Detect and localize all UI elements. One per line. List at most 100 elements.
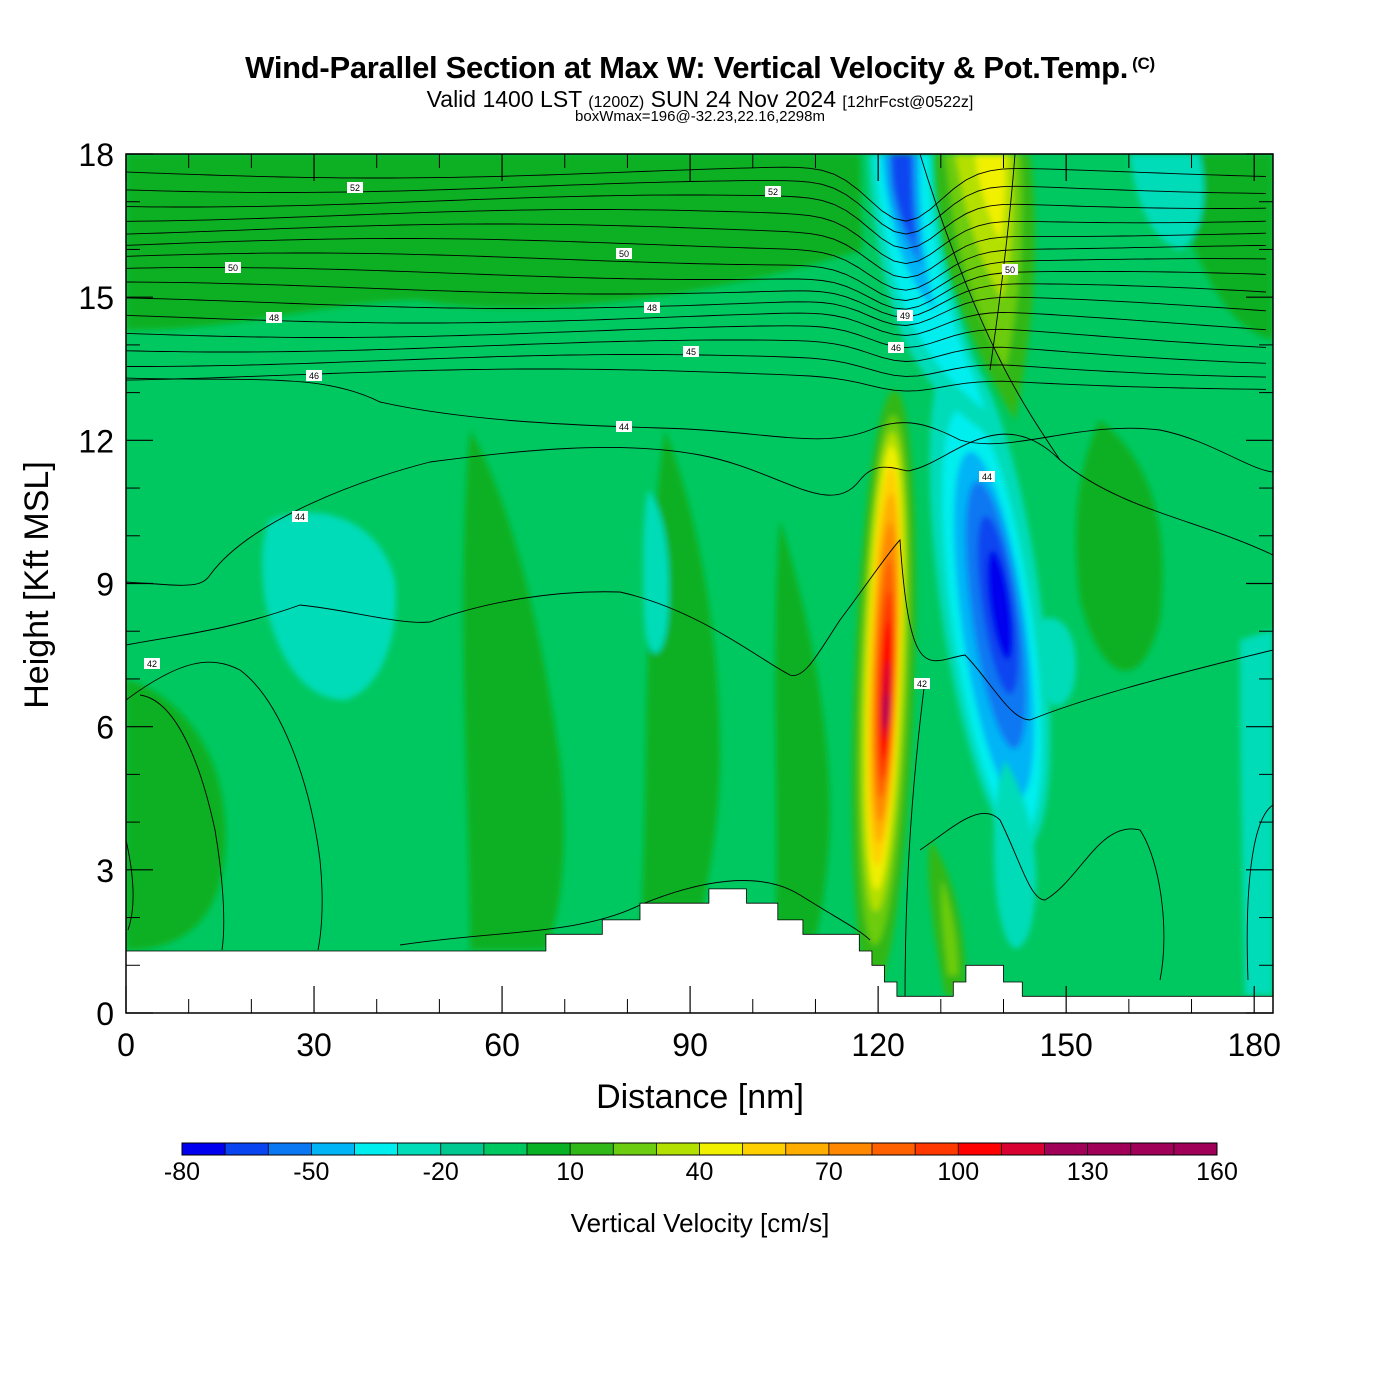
svg-text:46: 46 bbox=[309, 371, 319, 381]
theta-contours bbox=[126, 154, 1273, 1001]
x-axis-title: Distance [nm] bbox=[596, 1078, 804, 1116]
colorbar-swatch bbox=[656, 1143, 700, 1155]
theta-contour bbox=[919, 813, 1165, 981]
contour-label: 42 bbox=[914, 678, 930, 689]
svg-text:44: 44 bbox=[619, 422, 629, 432]
colorbar-swatch bbox=[613, 1143, 657, 1155]
colorbar: -80 -50 -20 10 40 70 100 130 160 bbox=[164, 1142, 1238, 1186]
x-axis: 0 30 60 90 120 150 180 bbox=[117, 154, 1281, 1063]
y-axis: 0 3 6 9 12 15 18 bbox=[78, 137, 1273, 1032]
svg-text:45: 45 bbox=[686, 347, 696, 357]
x-tick-label: 120 bbox=[851, 1027, 904, 1063]
colorbar-label: 10 bbox=[556, 1158, 584, 1186]
colorbar-swatch bbox=[527, 1143, 571, 1155]
colorbar-label: 130 bbox=[1067, 1158, 1109, 1186]
contour-label: 48 bbox=[644, 302, 660, 313]
colorbar-label: 160 bbox=[1196, 1158, 1238, 1186]
colorbar-swatch bbox=[311, 1143, 355, 1155]
colorbar-label: 40 bbox=[686, 1158, 714, 1186]
colorbar-swatch bbox=[872, 1143, 916, 1155]
svg-text:52: 52 bbox=[350, 183, 360, 193]
contour-label: 46 bbox=[888, 342, 904, 353]
colorbar-label: -50 bbox=[293, 1158, 329, 1186]
theta-contour bbox=[126, 281, 1267, 318]
x-tick-label: 150 bbox=[1039, 1027, 1092, 1063]
contour-label: 48 bbox=[266, 312, 282, 323]
colorbar-swatch bbox=[828, 1143, 873, 1155]
y-tick-label: 18 bbox=[78, 137, 114, 173]
y-tick-label: 0 bbox=[96, 996, 114, 1032]
colorbar-swatch bbox=[958, 1143, 1002, 1155]
contour-label: 50 bbox=[225, 262, 241, 273]
colorbar-swatch bbox=[440, 1143, 485, 1155]
colorbar-swatch bbox=[1001, 1143, 1045, 1155]
colorbar-swatch bbox=[785, 1143, 830, 1155]
theta-contour bbox=[126, 223, 1267, 279]
colorbar-swatch bbox=[699, 1143, 744, 1155]
theta-contour bbox=[126, 311, 1267, 336]
terrain-mask bbox=[125, 888, 1274, 1014]
theta-contour bbox=[126, 252, 1267, 301]
colorbar-swatch bbox=[268, 1143, 312, 1155]
svg-text:48: 48 bbox=[269, 313, 279, 323]
theta-contour bbox=[126, 339, 1267, 364]
weak-ascent-right bbox=[1076, 420, 1163, 671]
colorbar-swatch bbox=[354, 1143, 399, 1155]
theta-contour bbox=[126, 296, 1267, 326]
weak-descent bbox=[1240, 630, 1273, 995]
theta-contour bbox=[126, 325, 1267, 349]
theta-contour bbox=[126, 194, 1267, 250]
colorbar-swatch bbox=[182, 1143, 226, 1155]
y-tick-label: 9 bbox=[96, 567, 114, 603]
x-tick-label: 90 bbox=[672, 1027, 708, 1063]
theta-contour bbox=[126, 538, 1273, 721]
copyright-mark: (C) bbox=[1132, 54, 1155, 73]
contour-label: 44 bbox=[616, 421, 632, 432]
svg-text:42: 42 bbox=[147, 659, 157, 669]
colorbar-swatch bbox=[1087, 1143, 1132, 1155]
colorbar-swatch bbox=[742, 1143, 787, 1155]
theta-contour bbox=[126, 839, 134, 931]
svg-text:50: 50 bbox=[1005, 265, 1015, 275]
weak-descent bbox=[643, 490, 670, 654]
svg-text:44: 44 bbox=[295, 512, 305, 522]
theta-contour bbox=[126, 166, 1267, 222]
contour-label: 52 bbox=[347, 182, 363, 193]
y-tick-label: 15 bbox=[78, 280, 114, 316]
theta-contour bbox=[904, 679, 926, 1001]
theta-contour bbox=[139, 694, 225, 951]
colorbar-swatch bbox=[1130, 1143, 1175, 1155]
svg-text:50: 50 bbox=[228, 263, 238, 273]
theta-contour bbox=[919, 154, 1061, 461]
weak-ascent-left bbox=[126, 680, 226, 950]
theta-contour bbox=[126, 661, 323, 951]
chart-title: Wind-Parallel Section at Max W: Vertical… bbox=[245, 50, 1155, 85]
weak-descent bbox=[262, 512, 396, 700]
colorbar-label: 70 bbox=[815, 1158, 843, 1186]
svg-text:52: 52 bbox=[768, 187, 778, 197]
theta-contour bbox=[126, 209, 1267, 265]
x-tick-label: 60 bbox=[484, 1027, 520, 1063]
svg-text:49: 49 bbox=[900, 311, 910, 321]
theta-contour bbox=[126, 267, 1267, 310]
colorbar-swatch bbox=[225, 1143, 269, 1155]
contour-label: 44 bbox=[979, 471, 995, 482]
weak-descent-top bbox=[1130, 154, 1204, 250]
contour-label: 50 bbox=[1002, 264, 1018, 275]
weak-ascent-streak bbox=[775, 520, 830, 940]
upper-updraft bbox=[935, 154, 1035, 420]
contour-label: 52 bbox=[765, 186, 781, 197]
colorbar-swatch bbox=[570, 1143, 614, 1155]
contour-label: 44 bbox=[292, 511, 308, 522]
theta-contour bbox=[989, 154, 1016, 371]
colorbar-label: -80 bbox=[164, 1158, 200, 1186]
svg-text:44: 44 bbox=[982, 472, 992, 482]
x-tick-label: 30 bbox=[296, 1027, 332, 1063]
valid-time: Valid 1400 LST (1200Z) SUN 24 Nov 2024 [… bbox=[426, 86, 974, 112]
theta-contour bbox=[1246, 804, 1273, 981]
svg-text:48: 48 bbox=[647, 303, 657, 313]
contour-label: 42 bbox=[144, 658, 160, 669]
contour-label: 45 bbox=[683, 346, 699, 357]
colorbar-label: 100 bbox=[937, 1158, 979, 1186]
